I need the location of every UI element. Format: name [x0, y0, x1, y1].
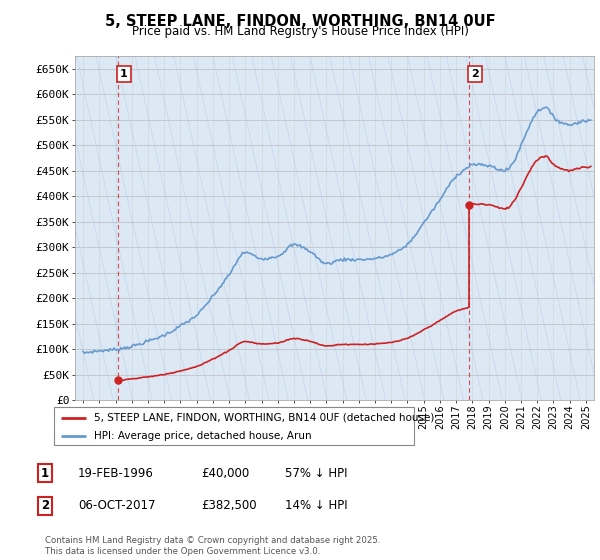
Text: 5, STEEP LANE, FINDON, WORTHING, BN14 0UF (detached house): 5, STEEP LANE, FINDON, WORTHING, BN14 0U…	[94, 413, 434, 423]
Text: 19-FEB-1996: 19-FEB-1996	[78, 466, 154, 480]
Text: 1: 1	[120, 69, 128, 79]
Text: £382,500: £382,500	[201, 499, 257, 512]
Text: 2: 2	[41, 499, 49, 512]
Text: 5, STEEP LANE, FINDON, WORTHING, BN14 0UF: 5, STEEP LANE, FINDON, WORTHING, BN14 0U…	[104, 14, 496, 29]
Text: HPI: Average price, detached house, Arun: HPI: Average price, detached house, Arun	[94, 431, 311, 441]
Text: Contains HM Land Registry data © Crown copyright and database right 2025.
This d: Contains HM Land Registry data © Crown c…	[45, 536, 380, 556]
Text: 57% ↓ HPI: 57% ↓ HPI	[285, 466, 347, 480]
Text: 1: 1	[41, 466, 49, 480]
Text: 06-OCT-2017: 06-OCT-2017	[78, 499, 155, 512]
Text: £40,000: £40,000	[201, 466, 249, 480]
FancyBboxPatch shape	[54, 407, 414, 445]
Text: Price paid vs. HM Land Registry's House Price Index (HPI): Price paid vs. HM Land Registry's House …	[131, 25, 469, 38]
Text: 2: 2	[471, 69, 479, 79]
Text: 14% ↓ HPI: 14% ↓ HPI	[285, 499, 347, 512]
